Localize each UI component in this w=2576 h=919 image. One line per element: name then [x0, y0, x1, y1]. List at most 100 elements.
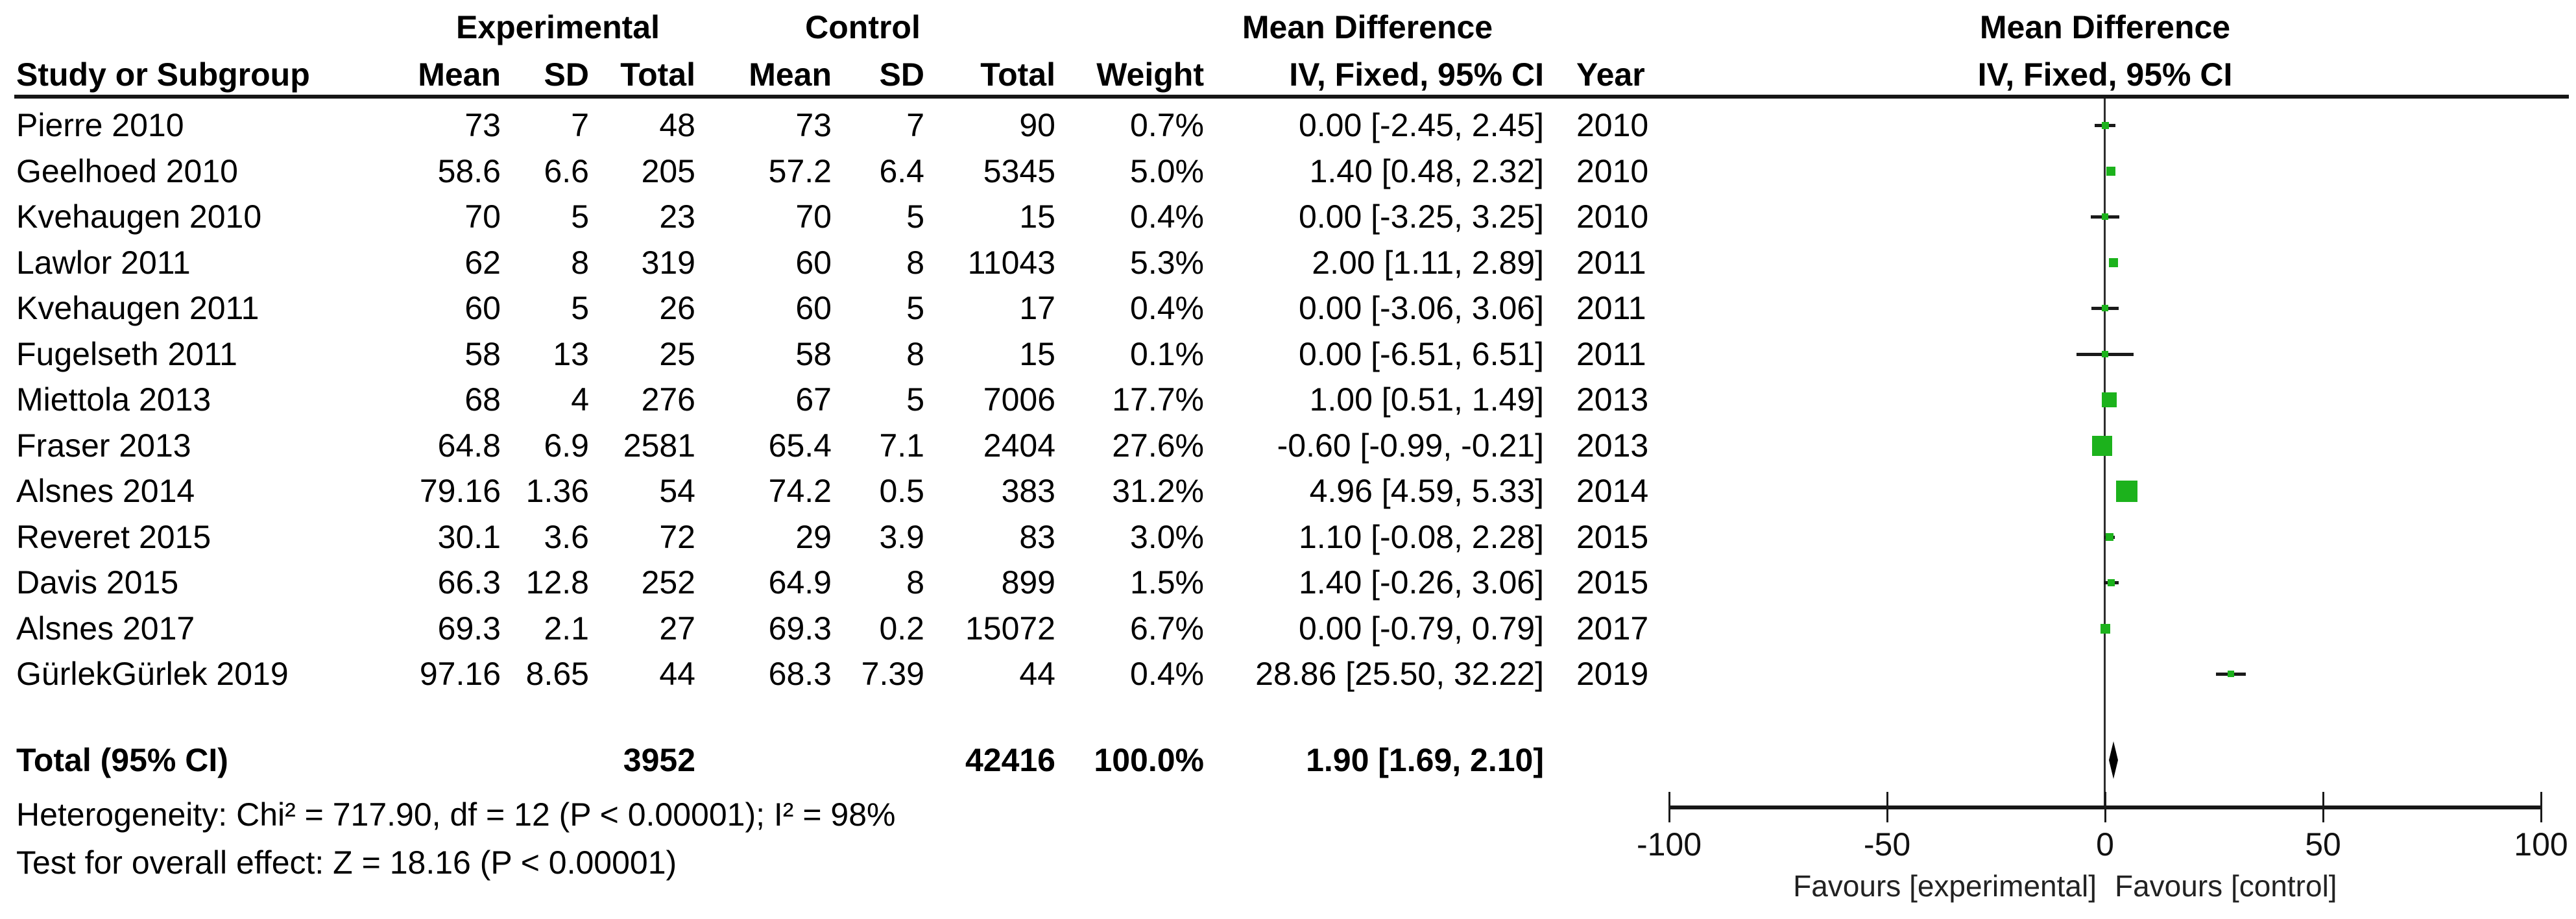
- effect-square: [2102, 122, 2109, 129]
- study-row-ci: 1.40 [0.48, 2.32]: [1309, 153, 1544, 189]
- study-row-mean_c: 60: [795, 290, 832, 326]
- study-row-mean_e: 68: [464, 381, 501, 418]
- study-row-mean_c: 67: [795, 381, 832, 418]
- study-row-ci: 0.00 [-3.06, 3.06]: [1298, 290, 1544, 326]
- plot-header-subtitle: IV, Fixed, 95% CI: [1977, 56, 2233, 93]
- study-row-ci: 1.40 [-0.26, 3.06]: [1298, 564, 1544, 601]
- effect-square: [2116, 481, 2137, 502]
- column-header-sd_c: SD: [879, 56, 924, 93]
- effect-square: [2102, 392, 2117, 407]
- study-row-sd_c: 8: [906, 245, 924, 281]
- study-row-weight: 6.7%: [1130, 610, 1204, 647]
- study-row-mean_e: 64.8: [437, 427, 501, 464]
- total-row-ci: 1.90 [1.69, 2.10]: [1306, 742, 1544, 778]
- column-header-sd_e: SD: [544, 56, 589, 93]
- study-row-ci: 0.00 [-6.51, 6.51]: [1298, 336, 1544, 372]
- study-row-mean_e: 62: [464, 245, 501, 281]
- study-row-mean_c: 60: [795, 245, 832, 281]
- study-row-year: 2017: [1576, 610, 1649, 647]
- study-row-total_e: 26: [659, 290, 695, 326]
- study-row-total_e: 25: [659, 336, 695, 372]
- column-header-year: Year: [1576, 56, 1645, 93]
- study-row-total_c: 83: [1019, 519, 1055, 555]
- study-row-mean_e: 69.3: [437, 610, 501, 647]
- study-row-mean_e: 79.16: [419, 473, 501, 509]
- study-row-mean_c: 69.3: [768, 610, 832, 647]
- axis-tick-label: 50: [2305, 826, 2341, 863]
- group-header-control: Control: [805, 9, 921, 45]
- effect-square: [2102, 213, 2108, 220]
- study-row-weight: 1.5%: [1130, 564, 1204, 601]
- study-row-year: 2015: [1576, 519, 1649, 555]
- study-row-sd_c: 6.4: [879, 153, 924, 189]
- study-row-year: 2013: [1576, 427, 1649, 464]
- study-row-sd_c: 5: [906, 198, 924, 235]
- study-row-total_e: 54: [659, 473, 695, 509]
- study-row-ci: 28.86 [25.50, 32.22]: [1255, 656, 1544, 692]
- study-row-year: 2013: [1576, 381, 1649, 418]
- axis-tick: [1886, 792, 1888, 822]
- axis-tick-label: -100: [1636, 826, 1702, 863]
- axis-tick: [2540, 792, 2542, 822]
- study-row-total_e: 276: [641, 381, 695, 418]
- study-row-total_c: 15: [1019, 336, 1055, 372]
- study-row-weight: 17.7%: [1112, 381, 1204, 418]
- total-row-total_c: 42416: [965, 742, 1055, 778]
- study-row-weight: 27.6%: [1112, 427, 1204, 464]
- study-row-sd_e: 5: [571, 198, 589, 235]
- study-row-mean_e: 58.6: [437, 153, 501, 189]
- study-row-total_e: 44: [659, 656, 695, 692]
- overall-effect-note: Test for overall effect: Z = 18.16 (P < …: [16, 844, 677, 881]
- study-row-sd_e: 1.36: [525, 473, 589, 509]
- study-row-mean_c: 29: [795, 519, 832, 555]
- study-row-sd_e: 6.6: [544, 153, 589, 189]
- study-row-mean_c: 57.2: [768, 153, 832, 189]
- study-row-name: Kvehaugen 2010: [16, 198, 262, 235]
- axis-tick: [2322, 792, 2324, 822]
- study-row-name: Miettola 2013: [16, 381, 211, 418]
- study-row-name: Pierre 2010: [16, 107, 184, 143]
- study-row-ci: 0.00 [-0.79, 0.79]: [1298, 610, 1544, 647]
- favours-right-label: Favours [control]: [2115, 869, 2337, 903]
- study-row-sd_e: 7: [571, 107, 589, 143]
- study-row-sd_e: 8.65: [525, 656, 589, 692]
- axis-tick: [1668, 792, 1670, 822]
- effect-square: [2228, 671, 2234, 677]
- total-row-weight: 100.0%: [1094, 742, 1204, 778]
- effect-square: [2108, 579, 2115, 586]
- study-row-mean_c: 74.2: [768, 473, 832, 509]
- column-header-total_c: Total: [980, 56, 1055, 93]
- column-header-total_e: Total: [620, 56, 695, 93]
- study-row-year: 2011: [1576, 290, 1646, 326]
- effect-square: [2106, 533, 2113, 541]
- favours-left-label: Favours [experimental]: [1793, 869, 2097, 903]
- study-row-weight: 5.3%: [1130, 245, 1204, 281]
- study-row-ci: 0.00 [-2.45, 2.45]: [1298, 107, 1544, 143]
- study-row-year: 2019: [1576, 656, 1649, 692]
- study-row-total_e: 48: [659, 107, 695, 143]
- study-row-year: 2010: [1576, 198, 1649, 235]
- group-header-mean-difference: Mean Difference: [1242, 9, 1493, 45]
- study-row-ci: 4.96 [4.59, 5.33]: [1309, 473, 1544, 509]
- study-row-name: Davis 2015: [16, 564, 179, 601]
- study-row-year: 2015: [1576, 564, 1649, 601]
- study-row-weight: 0.4%: [1130, 198, 1204, 235]
- study-row-total_e: 205: [641, 153, 695, 189]
- study-row-sd_e: 8: [571, 245, 589, 281]
- study-row-total_e: 2581: [623, 427, 695, 464]
- study-row-total_e: 252: [641, 564, 695, 601]
- column-header-ci: IV, Fixed, 95% CI: [1289, 56, 1544, 93]
- study-row-sd_c: 7.39: [861, 656, 924, 692]
- study-row-total_c: 15: [1019, 198, 1055, 235]
- study-row-weight: 31.2%: [1112, 473, 1204, 509]
- study-row-ci: 0.00 [-3.25, 3.25]: [1298, 198, 1544, 235]
- study-row-sd_e: 2.1: [544, 610, 589, 647]
- study-row-total_c: 44: [1019, 656, 1055, 692]
- study-row-total_c: 15072: [965, 610, 1055, 647]
- study-row-weight: 0.1%: [1130, 336, 1204, 372]
- study-row-weight: 0.7%: [1130, 107, 1204, 143]
- study-row-year: 2011: [1576, 245, 1646, 281]
- study-row-sd_e: 12.8: [525, 564, 589, 601]
- axis-tick-label: -50: [1863, 826, 1911, 863]
